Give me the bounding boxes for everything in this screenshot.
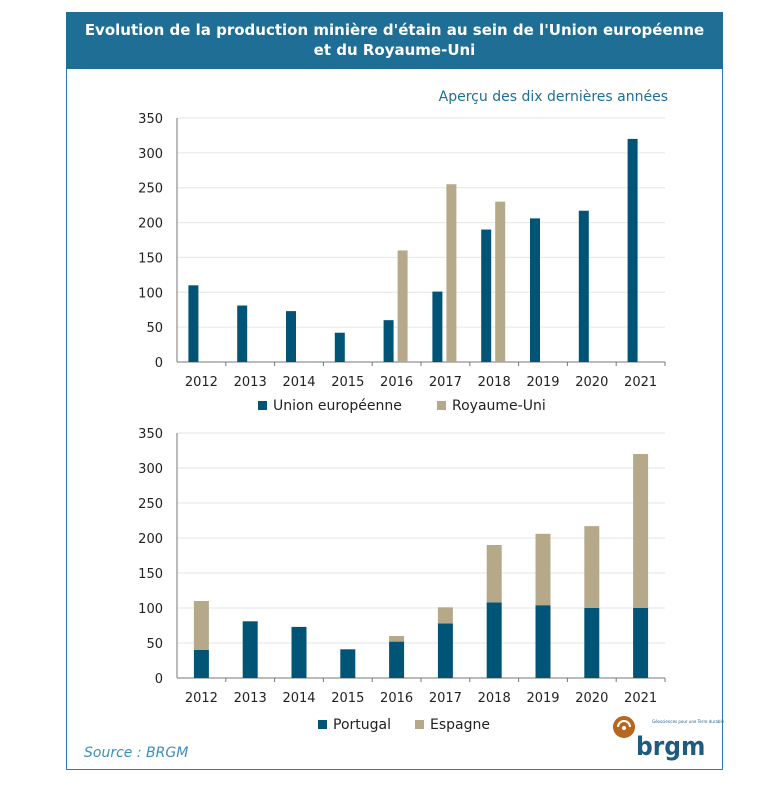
x-tick-label: 2019 <box>526 375 559 390</box>
bar-royaume-uni <box>446 184 457 362</box>
legend-label: Union européenne <box>273 398 402 414</box>
y-tick-label: 350 <box>138 112 163 127</box>
y-tick-label: 200 <box>138 532 163 547</box>
x-tick-label: 2018 <box>478 375 511 390</box>
legend-swatch <box>437 401 446 410</box>
bar-espagne <box>389 636 405 642</box>
bar-union-européenne <box>530 218 540 362</box>
y-tick-label: 200 <box>138 217 163 232</box>
y-tick-label: 50 <box>146 321 163 336</box>
y-tick-label: 250 <box>138 182 163 197</box>
brgm-logo-icon: brgm Géosciences pour une Terre durable <box>613 716 724 762</box>
y-tick-label: 150 <box>138 251 163 266</box>
x-tick-label: 2015 <box>331 691 364 706</box>
x-tick-label: 2015 <box>331 375 364 390</box>
bar-portugal <box>486 602 502 678</box>
legend-label: Espagne <box>430 717 490 733</box>
bar-union-européenne <box>237 305 248 362</box>
x-tick-label: 2021 <box>624 691 657 706</box>
source-note: Source : BRGM <box>84 745 189 761</box>
x-tick-label: 2012 <box>185 375 218 390</box>
bar-portugal <box>242 621 258 678</box>
y-tick-label: 0 <box>155 356 163 371</box>
y-tick-label: 50 <box>146 637 163 652</box>
y-tick-label: 300 <box>138 462 163 477</box>
x-tick-label: 2016 <box>380 375 413 390</box>
bar-espagne <box>584 526 600 608</box>
y-tick-label: 300 <box>138 147 163 162</box>
bar-union-européenne <box>432 291 443 362</box>
bar-portugal <box>584 608 600 678</box>
x-tick-label: 2017 <box>429 691 462 706</box>
legend-swatch <box>258 401 267 410</box>
legend-swatch <box>318 720 327 729</box>
y-tick-label: 100 <box>138 286 163 301</box>
x-tick-label: 2018 <box>478 691 511 706</box>
bar-portugal <box>291 626 307 678</box>
bar-royaume-uni <box>495 201 506 362</box>
bar-portugal <box>437 623 453 678</box>
y-tick-label: 250 <box>138 497 163 512</box>
brgm-logo: brgm Géosciences pour une Terre durable <box>612 713 724 763</box>
bar-espagne <box>437 607 453 624</box>
bar-union-européenne <box>334 332 345 362</box>
bar-portugal <box>389 641 405 678</box>
bar-portugal <box>535 605 551 678</box>
chart-title: Evolution de la production minière d'éta… <box>66 12 723 69</box>
title-line-2: et du Royaume-Uni <box>313 41 476 59</box>
legend-label: Portugal <box>333 717 391 733</box>
x-tick-label: 2014 <box>282 691 315 706</box>
bar-union-européenne <box>383 320 394 362</box>
bar-union-européenne <box>578 210 589 362</box>
legend-label: Royaume-Uni <box>452 398 546 414</box>
x-tick-label: 2014 <box>282 375 315 390</box>
svg-text:brgm: brgm <box>636 732 705 762</box>
x-tick-label: 2019 <box>526 691 559 706</box>
bar-espagne <box>633 454 649 608</box>
x-tick-label: 2012 <box>185 691 218 706</box>
bar-union-européenne <box>481 229 492 362</box>
bar-espagne <box>193 601 209 650</box>
legend-swatch <box>415 720 424 729</box>
x-tick-label: 2017 <box>429 375 462 390</box>
x-tick-label: 2021 <box>624 375 657 390</box>
bar-union-européenne <box>286 311 296 362</box>
y-tick-label: 0 <box>155 672 163 687</box>
x-tick-label: 2016 <box>380 691 413 706</box>
y-tick-label: 150 <box>138 567 163 582</box>
bar-portugal <box>193 650 209 678</box>
x-tick-label: 2020 <box>575 375 608 390</box>
svg-text:Géosciences pour une Terre dur: Géosciences pour une Terre durable <box>652 719 724 724</box>
x-tick-label: 2013 <box>234 691 267 706</box>
x-tick-label: 2013 <box>234 375 267 390</box>
bar-union-européenne <box>627 138 638 362</box>
bar-union-européenne <box>188 285 199 362</box>
chart-subtitle: Aperçu des dix dernières années <box>438 89 668 105</box>
x-tick-label: 2020 <box>575 691 608 706</box>
y-tick-label: 100 <box>138 602 163 617</box>
title-line-1: Evolution de la production minière d'éta… <box>84 21 705 39</box>
bar-espagne <box>535 533 551 606</box>
bar-espagne <box>486 545 502 603</box>
bar-portugal <box>633 608 649 678</box>
bar-royaume-uni <box>397 250 408 362</box>
bar-portugal <box>340 649 356 678</box>
y-tick-label: 350 <box>138 427 163 442</box>
